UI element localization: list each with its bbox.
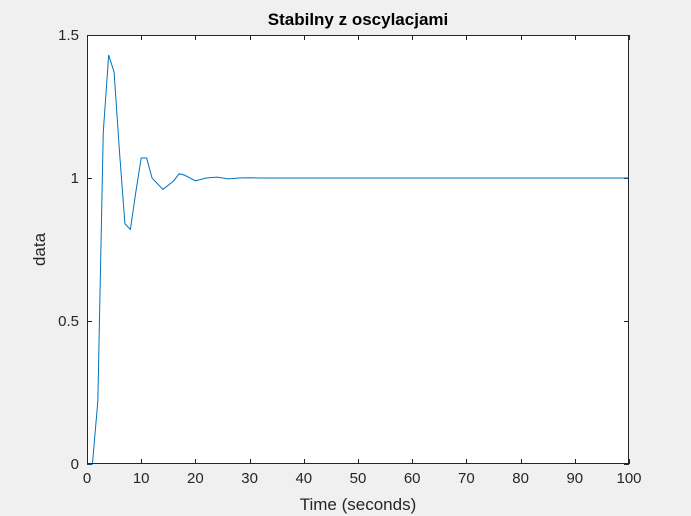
x-tick-label: 90	[566, 470, 583, 487]
x-tick-label: 70	[458, 470, 475, 487]
x-tick-label: 10	[133, 470, 150, 487]
x-tick-label: 30	[241, 470, 258, 487]
y-tick-label: 0.5	[58, 313, 79, 330]
y-tick-label: 1	[71, 170, 79, 187]
x-tick-label: 0	[83, 470, 91, 487]
x-tick-label: 60	[404, 470, 421, 487]
chart-title: Stabilny z oscylacjami	[268, 10, 448, 29]
y-axis-label: data	[30, 232, 49, 266]
plot-area	[87, 35, 629, 464]
series-line	[87, 54, 629, 465]
axes-box	[87, 35, 629, 464]
x-tick-label: 20	[187, 470, 204, 487]
y-tick-label: 0	[71, 456, 79, 473]
x-tick-label: 100	[616, 470, 641, 487]
x-tick-label: 40	[295, 470, 312, 487]
tick-labels: 0 10 20 30 40 50 60 70 80 90 100 0 0.5 1 1.5	[58, 27, 641, 487]
x-axis-label: Time (seconds)	[300, 495, 417, 514]
x-tick-label: 50	[350, 470, 367, 487]
y-tick-label: 1.5	[58, 27, 79, 44]
x-tick-label: 80	[512, 470, 529, 487]
